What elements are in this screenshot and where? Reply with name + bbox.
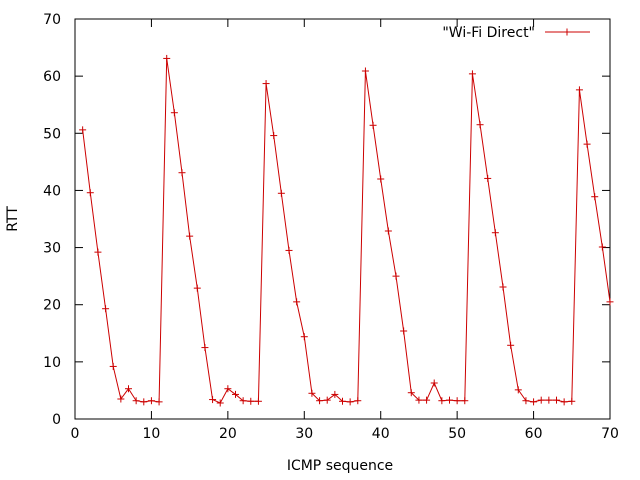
data-point <box>468 70 476 78</box>
data-point <box>331 390 339 398</box>
data-point <box>316 397 324 405</box>
data-point <box>293 298 301 306</box>
x-tick-label: 0 <box>71 426 80 442</box>
data-point <box>140 398 148 406</box>
data-point <box>346 398 354 406</box>
x-axis-label: ICMP sequence <box>287 458 393 474</box>
data-point <box>102 305 110 313</box>
data-point <box>270 132 278 140</box>
data-point <box>453 397 461 405</box>
data-point <box>170 109 178 117</box>
data-point <box>285 246 293 254</box>
data-point <box>178 169 186 177</box>
x-tick-label: 50 <box>448 426 466 442</box>
data-point <box>216 399 224 407</box>
y-tick-label: 20 <box>43 298 61 314</box>
data-point <box>125 385 132 393</box>
y-axis-label: RTT <box>5 206 21 232</box>
data-point <box>415 396 423 404</box>
data-point <box>163 54 171 62</box>
data-point <box>438 397 446 405</box>
data-point <box>392 272 400 280</box>
data-point <box>461 397 469 405</box>
y-tick-label: 70 <box>43 12 61 28</box>
data-point <box>514 386 522 394</box>
axis-ticks <box>74 18 611 420</box>
x-tick-label: 30 <box>295 426 313 442</box>
data-point <box>575 86 583 94</box>
data-point <box>132 397 140 405</box>
data-point <box>606 298 614 306</box>
series-layer <box>79 54 614 407</box>
data-point <box>354 397 362 405</box>
data-point <box>147 397 155 405</box>
data-point <box>446 396 453 404</box>
x-tick-label: 20 <box>219 426 237 442</box>
data-point <box>79 126 87 134</box>
data-point <box>323 396 331 404</box>
data-point <box>400 327 408 335</box>
series-line <box>82 58 611 404</box>
data-point <box>193 284 201 292</box>
y-tick-label: 40 <box>43 183 61 199</box>
data-point <box>369 121 377 129</box>
y-tick-label: 30 <box>43 241 61 257</box>
data-point <box>530 398 538 406</box>
data-point <box>224 385 232 393</box>
data-point <box>277 189 285 197</box>
data-point <box>247 397 255 405</box>
data-point <box>598 243 606 251</box>
data-point <box>86 189 94 197</box>
data-point <box>239 397 247 405</box>
axis-tick-labels: 0 10 20 30 40 50 60 70 0 10 20 30 40 50 60 70 <box>43 12 619 442</box>
y-tick-label: 60 <box>43 69 61 85</box>
data-point <box>484 174 492 182</box>
data-point <box>499 283 507 291</box>
legend-label: "Wi-Fi Direct" <box>442 25 535 41</box>
data-point <box>254 397 262 405</box>
data-point <box>361 67 369 75</box>
data-point <box>491 229 499 237</box>
data-point <box>560 398 568 406</box>
data-point <box>568 397 576 405</box>
data-point <box>553 396 560 404</box>
legend: "Wi-Fi Direct" <box>442 25 590 41</box>
data-point <box>591 193 599 201</box>
x-tick-label: 70 <box>601 426 619 442</box>
data-point <box>339 397 346 405</box>
data-point <box>308 389 316 397</box>
data-point <box>583 140 591 148</box>
data-point <box>186 232 194 240</box>
data-point <box>201 344 209 352</box>
y-tick-label: 10 <box>43 355 61 371</box>
x-tick-label: 10 <box>143 426 161 442</box>
y-tick-label: 50 <box>43 126 61 142</box>
data-point <box>94 248 102 256</box>
data-point <box>155 398 163 406</box>
legend-marker <box>563 28 571 36</box>
plot-frame <box>74 18 611 420</box>
data-point <box>117 395 125 403</box>
data-point <box>537 396 545 404</box>
x-tick-label: 60 <box>525 426 543 442</box>
y-tick-label: 0 <box>52 412 61 428</box>
data-point <box>209 396 217 404</box>
data-point <box>545 396 553 404</box>
data-point <box>109 362 117 370</box>
data-point <box>300 333 308 341</box>
data-point <box>407 389 415 397</box>
data-point <box>377 175 385 183</box>
data-point <box>384 227 392 235</box>
data-point <box>232 390 239 398</box>
data-point <box>423 396 431 404</box>
data-point <box>522 397 530 405</box>
data-point <box>262 80 270 88</box>
x-tick-label: 40 <box>372 426 390 442</box>
data-point <box>507 341 515 349</box>
data-point <box>430 379 438 387</box>
data-point <box>476 121 484 129</box>
